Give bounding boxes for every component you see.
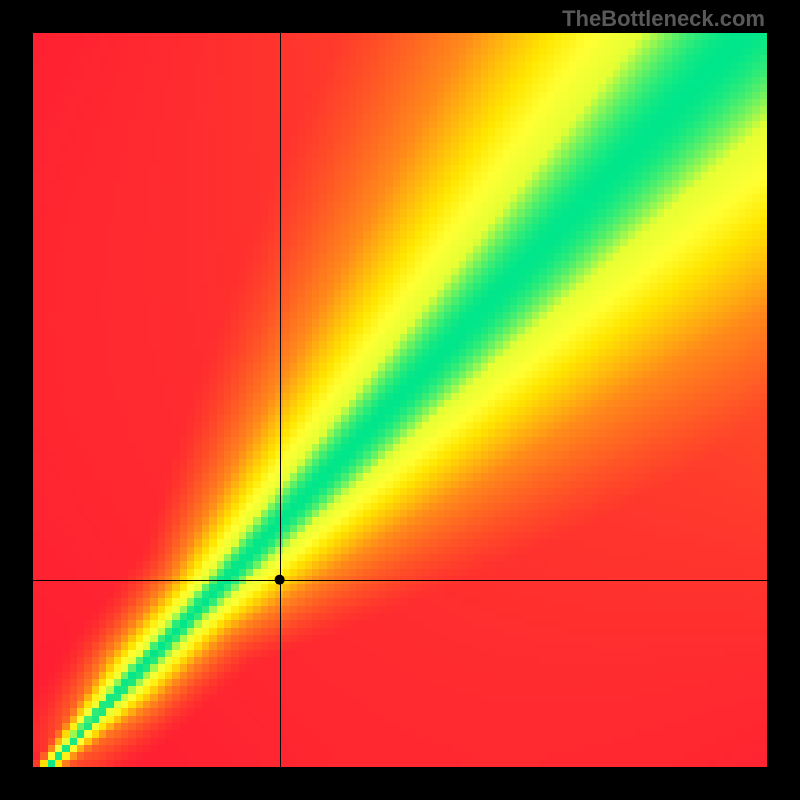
bottleneck-heatmap-canvas xyxy=(33,33,767,767)
chart-container: TheBottleneck.com xyxy=(0,0,800,800)
watermark-label: TheBottleneck.com xyxy=(562,6,765,32)
